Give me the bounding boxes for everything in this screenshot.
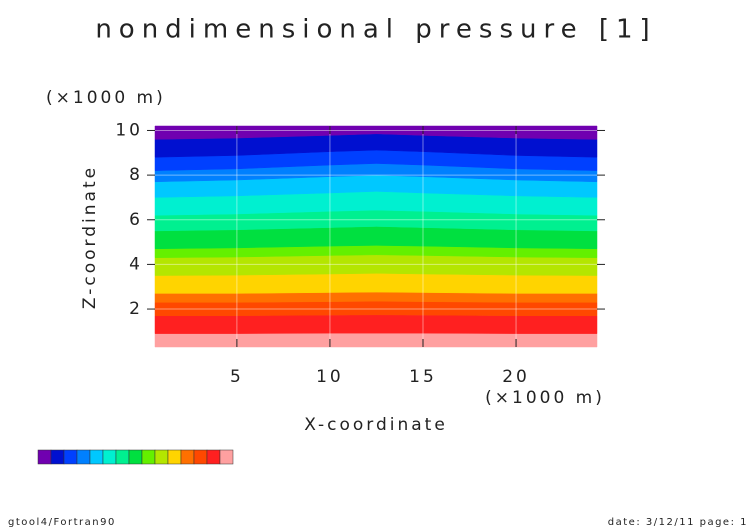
chart-title: nondimensional pressure [1] — [95, 15, 656, 45]
colorbar-box — [154, 449, 169, 465]
colorbar-box — [50, 449, 65, 465]
colorbar-box — [206, 449, 221, 465]
x-unit: (×1000 m) — [485, 388, 605, 408]
y-tick-label: 4 — [129, 254, 143, 274]
y-unit: (×1000 m) — [46, 88, 166, 108]
colorbar-box — [128, 449, 143, 465]
colorbar-box — [37, 449, 52, 465]
footer-left: gtool4/Fortran90 — [8, 517, 116, 528]
colorbar-box — [63, 449, 78, 465]
colorbar-box — [141, 449, 156, 465]
x-tick-label: 5 — [230, 367, 244, 387]
colorbar-box — [115, 449, 130, 465]
contour-band — [154, 254, 598, 276]
colorbar-box — [76, 449, 91, 465]
colorbar-box — [219, 449, 234, 465]
colorbar-box — [180, 449, 195, 465]
x-tick-label: 15 — [409, 367, 437, 387]
y-tick-label: 6 — [129, 210, 143, 230]
colorbar-box — [193, 449, 208, 465]
contour-band — [154, 125, 598, 140]
colorbar-box — [102, 449, 117, 465]
contour-band — [154, 273, 598, 294]
contour-band — [154, 332, 598, 348]
x-axis-label: X-coordinate — [304, 415, 448, 435]
y-axis-label: Z-coordinate — [80, 165, 100, 309]
contour-band — [154, 300, 598, 316]
contour-band — [154, 314, 598, 334]
colorbar-box — [167, 449, 182, 465]
y-tick-label: 2 — [129, 299, 143, 319]
x-tick-label: 10 — [316, 367, 344, 387]
footer-right: date: 3/12/11 page: 1 — [608, 517, 748, 528]
x-tick-label: 20 — [502, 367, 530, 387]
y-tick-label: 10 — [115, 120, 143, 140]
colorbar-box — [89, 449, 104, 465]
y-tick-label: 8 — [129, 165, 143, 185]
